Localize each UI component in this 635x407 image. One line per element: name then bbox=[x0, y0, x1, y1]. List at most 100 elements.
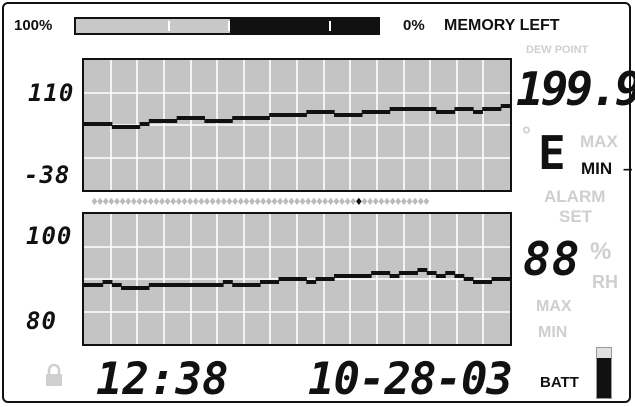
lock-icon bbox=[46, 363, 62, 386]
record-marker: ♦ bbox=[90, 197, 99, 208]
trace-point bbox=[158, 283, 168, 287]
battery-label: BATT bbox=[540, 374, 579, 391]
trace-point bbox=[334, 113, 344, 117]
record-marker: ♦ bbox=[163, 197, 172, 208]
record-marker: ♦ bbox=[421, 197, 431, 208]
upper-chart-svg bbox=[84, 60, 510, 190]
record-marker: ♦ bbox=[106, 197, 116, 208]
trace-point bbox=[213, 119, 224, 123]
trace-point bbox=[139, 286, 150, 290]
trace-point bbox=[204, 119, 215, 123]
battery-fill bbox=[597, 358, 611, 398]
upper-chart-trace bbox=[84, 104, 510, 129]
trace-point bbox=[361, 110, 372, 114]
trace-point bbox=[435, 110, 446, 114]
trace-point bbox=[84, 122, 94, 126]
record-marker: ♦ bbox=[376, 197, 386, 208]
trace-point bbox=[232, 283, 243, 287]
record-marker: ♦ bbox=[388, 197, 397, 208]
trace-point bbox=[222, 119, 233, 123]
trace-point bbox=[500, 277, 510, 281]
degree-symbol: ° bbox=[522, 122, 531, 147]
record-marker: ♦ bbox=[354, 197, 363, 208]
trace-point bbox=[500, 104, 510, 108]
trace-point bbox=[241, 283, 252, 287]
record-marker: ♦ bbox=[191, 197, 200, 208]
trace-point bbox=[260, 280, 270, 284]
record-marker: ♦ bbox=[112, 197, 122, 208]
trace-point bbox=[473, 110, 483, 114]
record-marker: ♦ bbox=[348, 197, 358, 208]
trace-point bbox=[398, 107, 409, 111]
record-marker: ♦ bbox=[270, 197, 279, 208]
trace-point bbox=[130, 286, 141, 290]
trace-point bbox=[306, 280, 317, 284]
record-marker: ♦ bbox=[95, 197, 105, 208]
trace-point bbox=[250, 283, 261, 287]
lower-y-max-label: 100 bbox=[26, 222, 73, 250]
record-marker: ♦ bbox=[309, 197, 318, 208]
trace-point bbox=[250, 116, 261, 120]
record-marker: ♦ bbox=[360, 197, 369, 208]
record-marker: ♦ bbox=[236, 197, 245, 208]
record-marker: ♦ bbox=[399, 197, 408, 208]
trace-point bbox=[306, 110, 317, 114]
trace-point bbox=[269, 280, 280, 284]
trace-point bbox=[445, 110, 456, 114]
record-marker: ♦ bbox=[286, 197, 296, 208]
temp-max-label: MAX bbox=[580, 132, 618, 151]
temp-min-label: MIN bbox=[581, 159, 613, 178]
record-marker: ♦ bbox=[135, 197, 144, 208]
record-marker: ♦ bbox=[129, 197, 138, 208]
trace-point bbox=[232, 116, 243, 120]
rh-label: RH bbox=[592, 272, 618, 292]
record-marker: ♦ bbox=[410, 197, 420, 208]
trace-point bbox=[408, 107, 418, 111]
record-marker: ♦ bbox=[157, 197, 167, 208]
trace-point bbox=[324, 277, 335, 281]
trace-point bbox=[139, 122, 150, 126]
record-marker: ♦ bbox=[168, 197, 178, 208]
trace-point bbox=[371, 110, 381, 114]
trace-point bbox=[111, 125, 122, 129]
record-marker: ♦ bbox=[151, 197, 161, 208]
memory-title: MEMORY LEFT bbox=[444, 17, 560, 34]
trace-point bbox=[195, 116, 205, 120]
record-marker: ♦ bbox=[146, 197, 155, 208]
battery-gauge bbox=[596, 347, 612, 399]
humidity-value: 88 bbox=[523, 232, 581, 286]
trace-point bbox=[371, 271, 381, 275]
record-marker: ♦ bbox=[298, 197, 307, 208]
unit-letter: E bbox=[538, 126, 567, 180]
memory-bar-divider bbox=[228, 21, 230, 31]
trace-point bbox=[380, 110, 391, 114]
record-marker: ♦ bbox=[123, 197, 133, 208]
dew-point-label: DEW POINT bbox=[526, 44, 589, 56]
trace-point bbox=[176, 283, 187, 287]
record-marker: ♦ bbox=[275, 197, 285, 208]
trace-point bbox=[334, 274, 344, 278]
upper-y-max-label: 110 bbox=[28, 79, 75, 107]
trace-point bbox=[176, 116, 187, 120]
record-marker: ♦ bbox=[247, 197, 257, 208]
trace-point bbox=[389, 107, 400, 111]
trace-point bbox=[84, 283, 94, 287]
record-marker: ♦ bbox=[405, 197, 414, 208]
record-marker: ♦ bbox=[264, 197, 273, 208]
lower-y-min-label: 80 bbox=[26, 307, 57, 335]
date-display: 10-28-03 bbox=[308, 354, 513, 405]
record-marker: ♦ bbox=[337, 197, 347, 208]
rh-min-label: MIN bbox=[538, 324, 568, 341]
trace-point bbox=[463, 277, 474, 281]
record-marker: ♦ bbox=[315, 197, 324, 208]
trace-point bbox=[389, 274, 400, 278]
trace-point bbox=[130, 125, 141, 129]
record-marker: ♦ bbox=[219, 197, 228, 208]
record-marker: ♦ bbox=[365, 197, 375, 208]
trace-point bbox=[361, 274, 372, 278]
trace-point bbox=[343, 274, 354, 278]
lower-chart-trace bbox=[84, 268, 510, 290]
trace-point bbox=[269, 113, 280, 117]
trace-point bbox=[315, 277, 326, 281]
